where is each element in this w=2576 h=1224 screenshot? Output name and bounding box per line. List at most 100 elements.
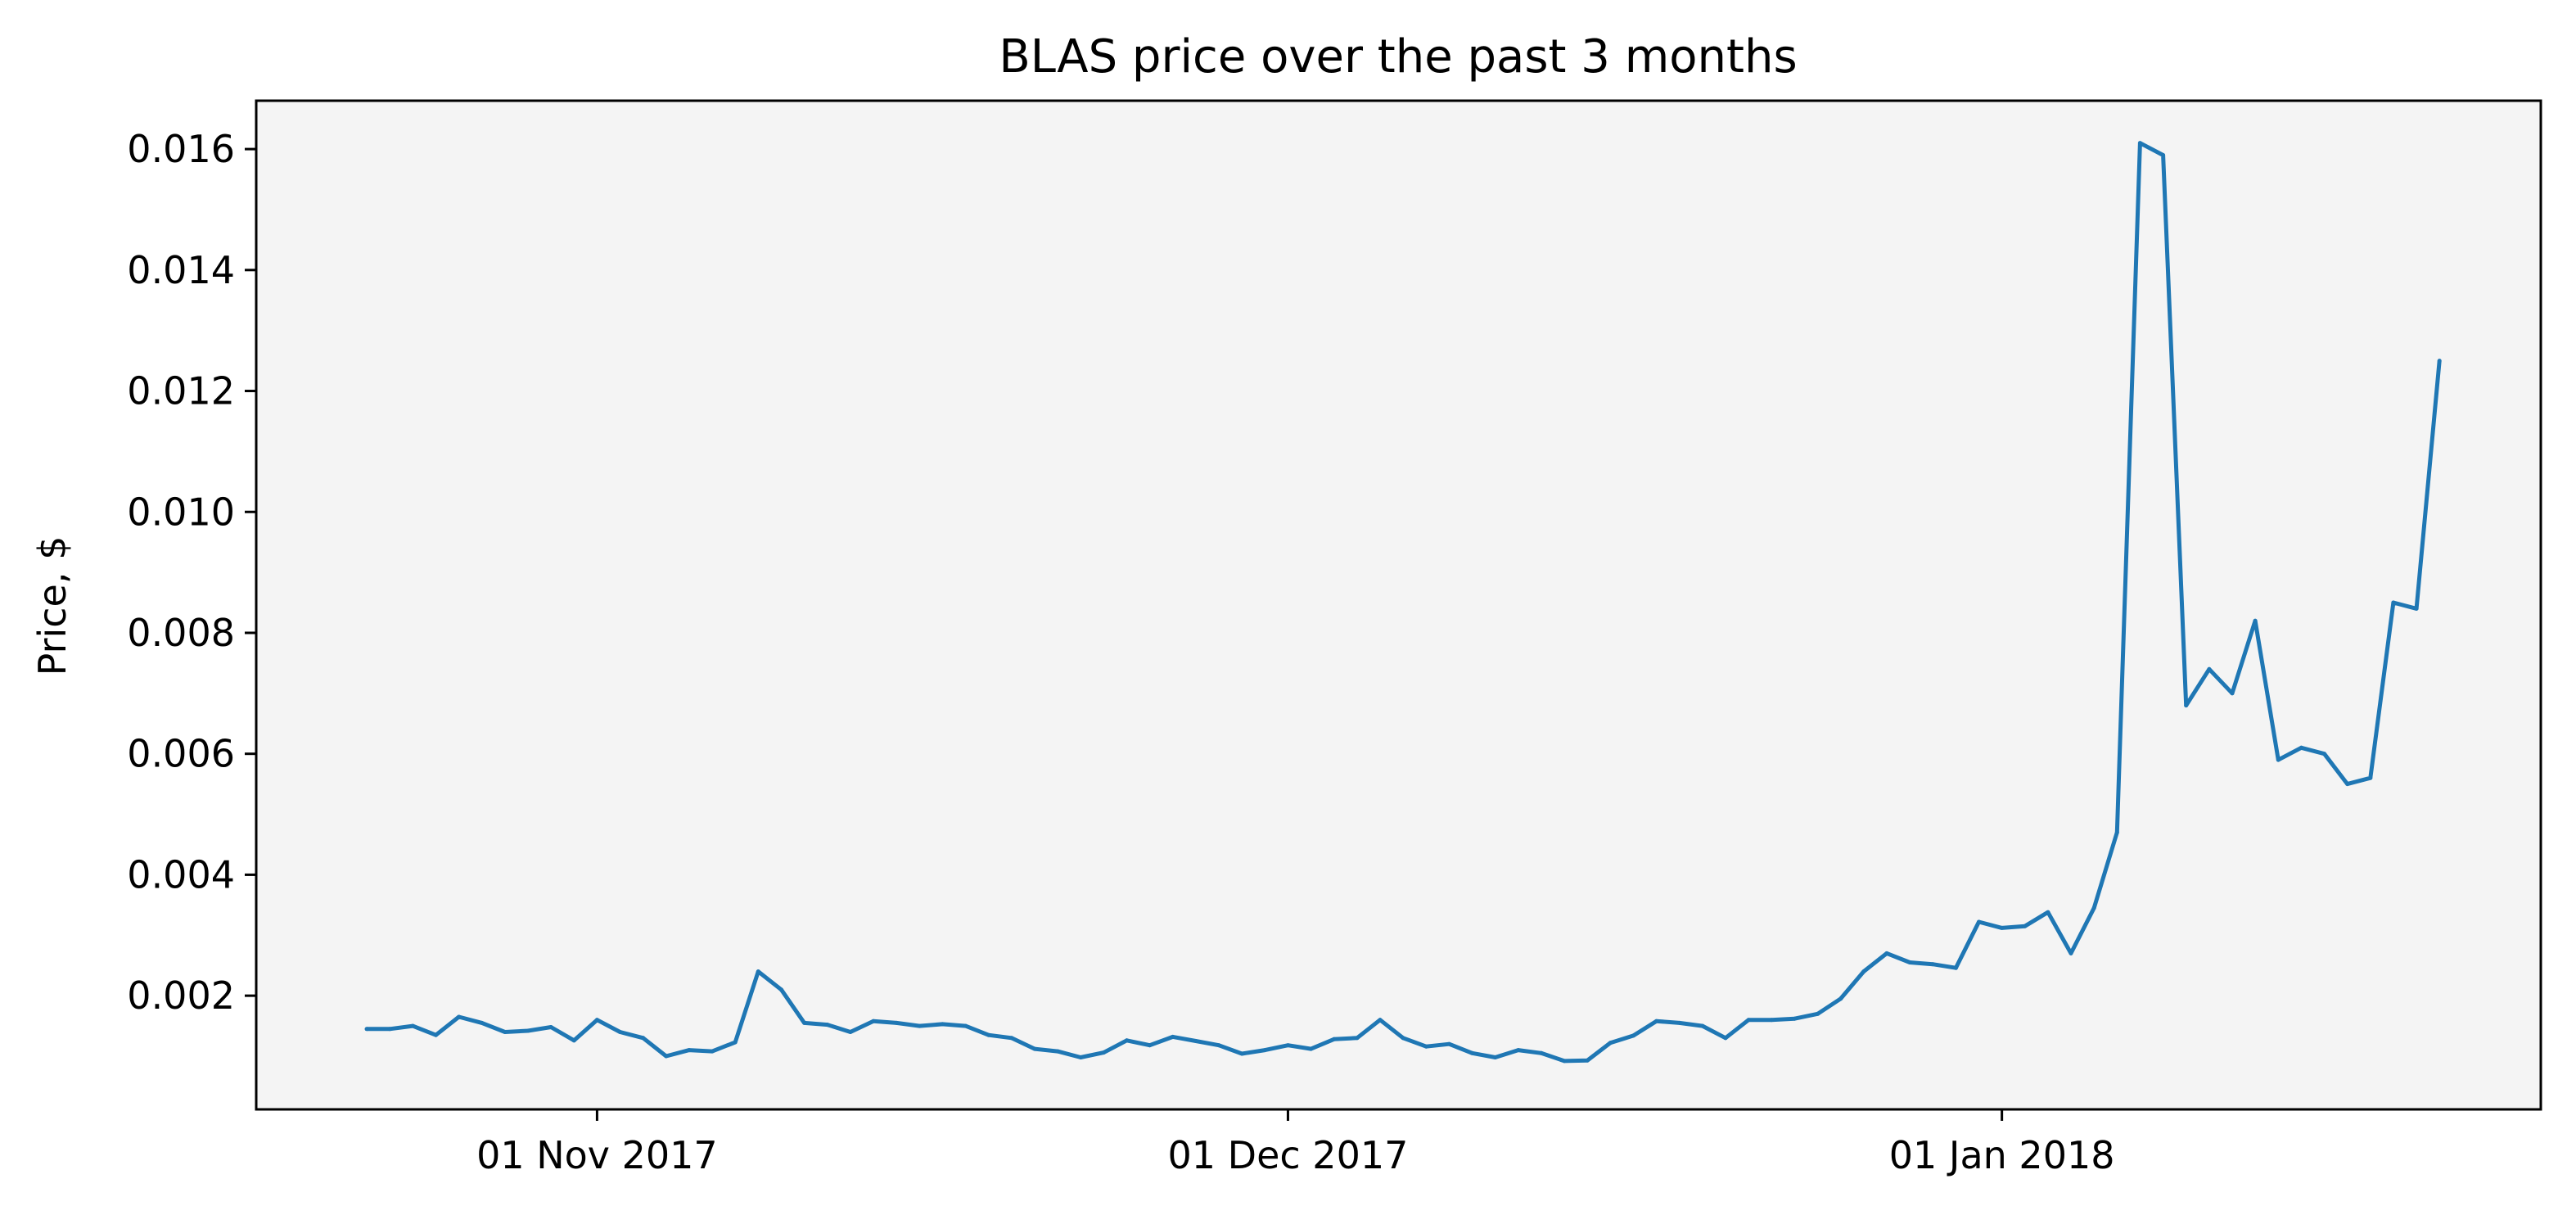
x-axis: 01 Nov 2017 01 Dec 2017 01 Jan 2018 [476, 1109, 2115, 1177]
data-point [1723, 1036, 1728, 1041]
data-point [1608, 1041, 1613, 1046]
y-tick-label: 0.012 [127, 369, 235, 413]
data-point [2184, 703, 2189, 708]
data-point [2046, 910, 2050, 915]
data-point [1907, 960, 1912, 964]
data-point [1792, 1016, 1797, 1021]
data-point [1286, 1043, 1290, 1048]
data-point [1700, 1023, 1705, 1028]
data-point [2114, 830, 2119, 835]
data-point [710, 1049, 715, 1054]
data-point [2391, 600, 2396, 605]
data-point [618, 1030, 622, 1034]
data-point [1239, 1051, 1244, 1056]
data-point [1193, 1039, 1198, 1043]
x-tick-label: 01 Jan 2018 [1889, 1133, 2115, 1177]
x-tick-label: 01 Nov 2017 [476, 1133, 718, 1177]
data-point [2023, 924, 2028, 928]
data-point [1470, 1050, 1474, 1055]
data-point [1423, 1044, 1428, 1049]
data-point [963, 1023, 968, 1028]
y-axis-label: Price, $ [30, 536, 74, 676]
data-point [1032, 1046, 1037, 1051]
data-point [733, 1040, 738, 1045]
data-point [2068, 951, 2073, 955]
data-point [894, 1020, 899, 1025]
data-point [1009, 1036, 1014, 1041]
data-point [848, 1030, 853, 1034]
data-point [2322, 752, 2326, 757]
data-point [1746, 1018, 1751, 1023]
data-point [1171, 1034, 1175, 1039]
y-tick-label: 0.006 [127, 732, 235, 776]
data-point [2437, 359, 2442, 364]
data-point [641, 1036, 646, 1041]
data-point [1262, 1048, 1267, 1053]
data-point [364, 1027, 369, 1032]
data-point [480, 1020, 485, 1025]
data-point [2299, 745, 2303, 750]
data-point [1930, 962, 1935, 967]
data-point [2276, 757, 2281, 762]
data-point [1078, 1055, 1083, 1059]
data-point [2253, 618, 2258, 623]
data-point [1539, 1050, 1544, 1055]
data-point [986, 1032, 991, 1037]
data-point [1838, 996, 1843, 1001]
data-point [526, 1028, 530, 1033]
data-point [2414, 606, 2419, 611]
data-point [1769, 1018, 1774, 1023]
plot-area [256, 101, 2541, 1109]
data-point [410, 1023, 415, 1028]
data-point [825, 1023, 830, 1028]
data-point [2137, 141, 2142, 146]
chart-title: BLAS price over the past 3 months [999, 30, 1797, 84]
data-point [1309, 1046, 1314, 1051]
data-point [1677, 1020, 1682, 1025]
data-point [434, 1032, 438, 1037]
data-point [2000, 925, 2005, 930]
data-point [1148, 1043, 1153, 1048]
y-axis: 0.002 0.004 0.006 0.008 0.010 0.012 0.014 0.016 [127, 127, 256, 1018]
data-point [594, 1018, 599, 1023]
data-point [503, 1030, 508, 1034]
data-point [1562, 1059, 1567, 1064]
data-point [457, 1014, 462, 1019]
data-point [1446, 1041, 1451, 1046]
data-point [2368, 775, 2373, 780]
data-point [1953, 965, 1958, 970]
data-point [1816, 1011, 1820, 1016]
data-point [687, 1048, 692, 1053]
data-point [1977, 919, 1981, 924]
data-point [1884, 951, 1889, 955]
data-point [1631, 1033, 1635, 1038]
data-point [1493, 1055, 1498, 1059]
data-point [940, 1022, 945, 1027]
data-point [664, 1054, 669, 1059]
data-point [756, 969, 760, 974]
data-point [1585, 1058, 1590, 1063]
data-point [2207, 666, 2212, 671]
y-tick-label: 0.002 [127, 973, 235, 1018]
x-tick-label: 01 Dec 2017 [1168, 1133, 1409, 1177]
data-point [387, 1027, 392, 1032]
data-point [802, 1020, 807, 1025]
data-point [1125, 1038, 1129, 1043]
data-point [1401, 1036, 1405, 1041]
data-point [1355, 1036, 1360, 1041]
series-layer [364, 141, 2442, 1064]
data-point [2230, 691, 2235, 696]
y-tick-label: 0.014 [127, 248, 235, 292]
data-point [1332, 1037, 1337, 1041]
data-point [1861, 969, 1866, 974]
data-point [1654, 1018, 1659, 1023]
data-point [2091, 906, 2096, 910]
data-point [1216, 1043, 1221, 1048]
data-point [871, 1018, 876, 1023]
data-point [779, 987, 783, 992]
data-point [2345, 782, 2350, 787]
data-point [1378, 1018, 1383, 1023]
y-tick-label: 0.016 [127, 127, 235, 171]
